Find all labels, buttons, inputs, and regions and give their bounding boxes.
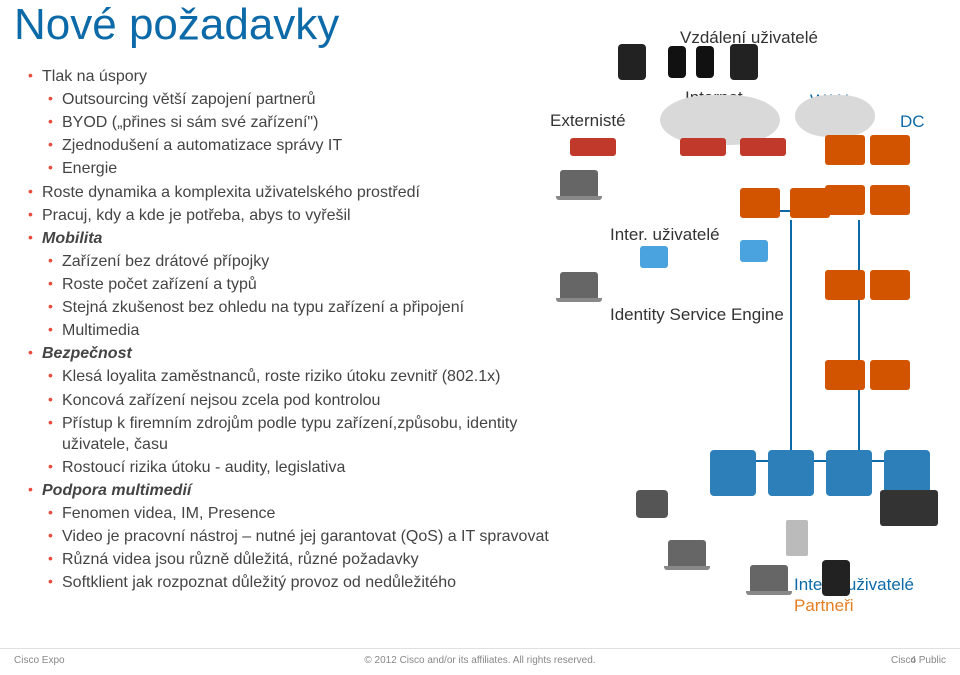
bullet-text: Roste dynamika a komplexita uživatelskéh… [42,184,420,201]
bullet-l2: Multimedia [28,320,588,341]
bullet-text: Zjednodušení a automatizace správy IT [62,137,342,154]
laptop-icon [750,565,788,591]
access-point-icon [740,240,768,262]
modular-switch-icon [825,185,865,215]
ip-phone-icon [636,490,668,518]
bullet-text: Video je pracovní nástroj – nutné jej ga… [62,528,549,545]
modular-switch-icon [870,360,910,390]
bullet-l1: Roste dynamika a komplexita uživatelskéh… [28,182,588,203]
modular-switch-icon [870,135,910,165]
laptop-icon [560,272,598,298]
footer-right: Cisco Public [891,655,946,666]
bullet-l2: Různá videa jsou různě důležitá, různé p… [28,549,588,570]
bullet-text: Multimedia [62,322,139,339]
bullet-text: Roste počet zařízení a typů [62,276,257,293]
bullet-text: Zařízení bez drátové přípojky [62,253,269,270]
bullet-text: Tlak na úspory [42,68,147,85]
bullet-text: Podpora multimedií [42,482,191,499]
bullet-text: Klesá loyalita zaměstnanců, roste riziko… [62,368,500,385]
bullet-l1: Tlak na úspory [28,66,588,87]
laptop-icon [560,170,598,196]
bullet-text: Různá videa jsou různě důležitá, různé p… [62,551,419,568]
bullet-text: Pracuj, kdy a kde je potřeba, abys to vy… [42,207,351,224]
bullet-l2: Klesá loyalita zaměstnanců, roste riziko… [28,366,588,387]
label-externists: Externisté [550,111,626,131]
bullet-l2: BYOD („přines si sám své zařízení") [28,112,588,133]
bullet-l2: Softklient jak rozpoznat důležitý provoz… [28,572,588,593]
bullet-l2: Zařízení bez drátové přípojky [28,251,588,272]
label-identity-service-engine: Identity Service Engine [610,305,784,325]
bullet-l1-emph: Podpora multimedií [28,480,588,501]
bullet-text: Stejná zkušenost bez ohledu na typu zaří… [62,299,464,316]
modular-switch-icon [790,188,830,218]
modular-switch-icon [870,270,910,300]
bullet-l2: Roste počet zařízení a typů [28,274,588,295]
page-title: Nové požadavky [14,0,339,50]
bullet-l2: Rostoucí rizika útoku - audity, legislat… [28,457,588,478]
tablet-icon [730,44,758,80]
tablet-icon [618,44,646,80]
modular-switch-icon [825,270,865,300]
server-icon [786,520,808,556]
bullet-text: Koncová zařízení nejsou zcela pod kontro… [62,392,380,409]
switch-icon [826,450,872,496]
footer-center: © 2012 Cisco and/or its affiliates. All … [0,655,960,666]
modular-switch-icon [825,360,865,390]
bullet-l2: Energie [28,158,588,179]
network-link [790,220,792,450]
label-partners: Partneři [794,596,854,616]
bullet-text: Bezpečnost [42,345,132,362]
label-dc: DC [900,112,925,132]
switch-icon [710,450,756,496]
tablet-icon [822,560,850,596]
router-icon [570,138,616,156]
bullet-text: Přístup k firemním zdrojům podle typu za… [62,415,517,453]
bullet-l2: Přístup k firemním zdrojům podle typu za… [28,413,588,455]
telepresence-icon [880,490,938,526]
bullet-text: Outsourcing větší zapojení partnerů [62,91,315,108]
footer: Cisco Expo © 2012 Cisco and/or its affil… [0,648,960,675]
network-link [730,460,910,462]
bullet-text: Softklient jak rozpoznat důležitý provoz… [62,574,456,591]
slide: Nové požadavky Tlak na úspory Outsourcin… [0,0,960,675]
switch-icon [768,450,814,496]
bullet-l2: Zjednodušení a automatizace správy IT [28,135,588,156]
footer-page-number: 4 [910,655,916,666]
bullet-list: Tlak na úspory Outsourcing větší zapojen… [28,66,588,596]
bullet-l2: Outsourcing větší zapojení partnerů [28,89,588,110]
phone-icon [696,46,714,78]
laptop-icon [668,540,706,566]
phone-icon [668,46,686,78]
bullet-l1-emph: Mobilita [28,228,588,249]
bullet-text: Fenomen videa, IM, Presence [62,505,275,522]
modular-switch-icon [740,188,780,218]
bullet-text: Rostoucí rizika útoku - audity, legislat… [62,459,345,476]
cloud-icon [795,95,875,137]
network-link [858,220,860,450]
bullet-l2: Video je pracovní nástroj – nutné jej ga… [28,526,588,547]
bullet-l2: Koncová zařízení nejsou zcela pod kontro… [28,390,588,411]
bullet-l1: Pracuj, kdy a kde je potřeba, abys to vy… [28,205,588,226]
bullet-text: Mobilita [42,230,102,247]
bullet-l1-emph: Bezpečnost [28,343,588,364]
bullet-l2: Fenomen videa, IM, Presence [28,503,588,524]
modular-switch-icon [825,135,865,165]
bullet-text: BYOD („přines si sám své zařízení") [62,114,318,131]
label-internal-users-top: Inter. uživatelé [610,225,720,245]
router-icon [740,138,786,156]
bullet-l2: Stejná zkušenost bez ohledu na typu zaří… [28,297,588,318]
router-icon [680,138,726,156]
modular-switch-icon [870,185,910,215]
label-internal-users: Interní uživatelé [794,575,914,595]
access-point-icon [640,246,668,268]
bullet-text: Energie [62,160,117,177]
